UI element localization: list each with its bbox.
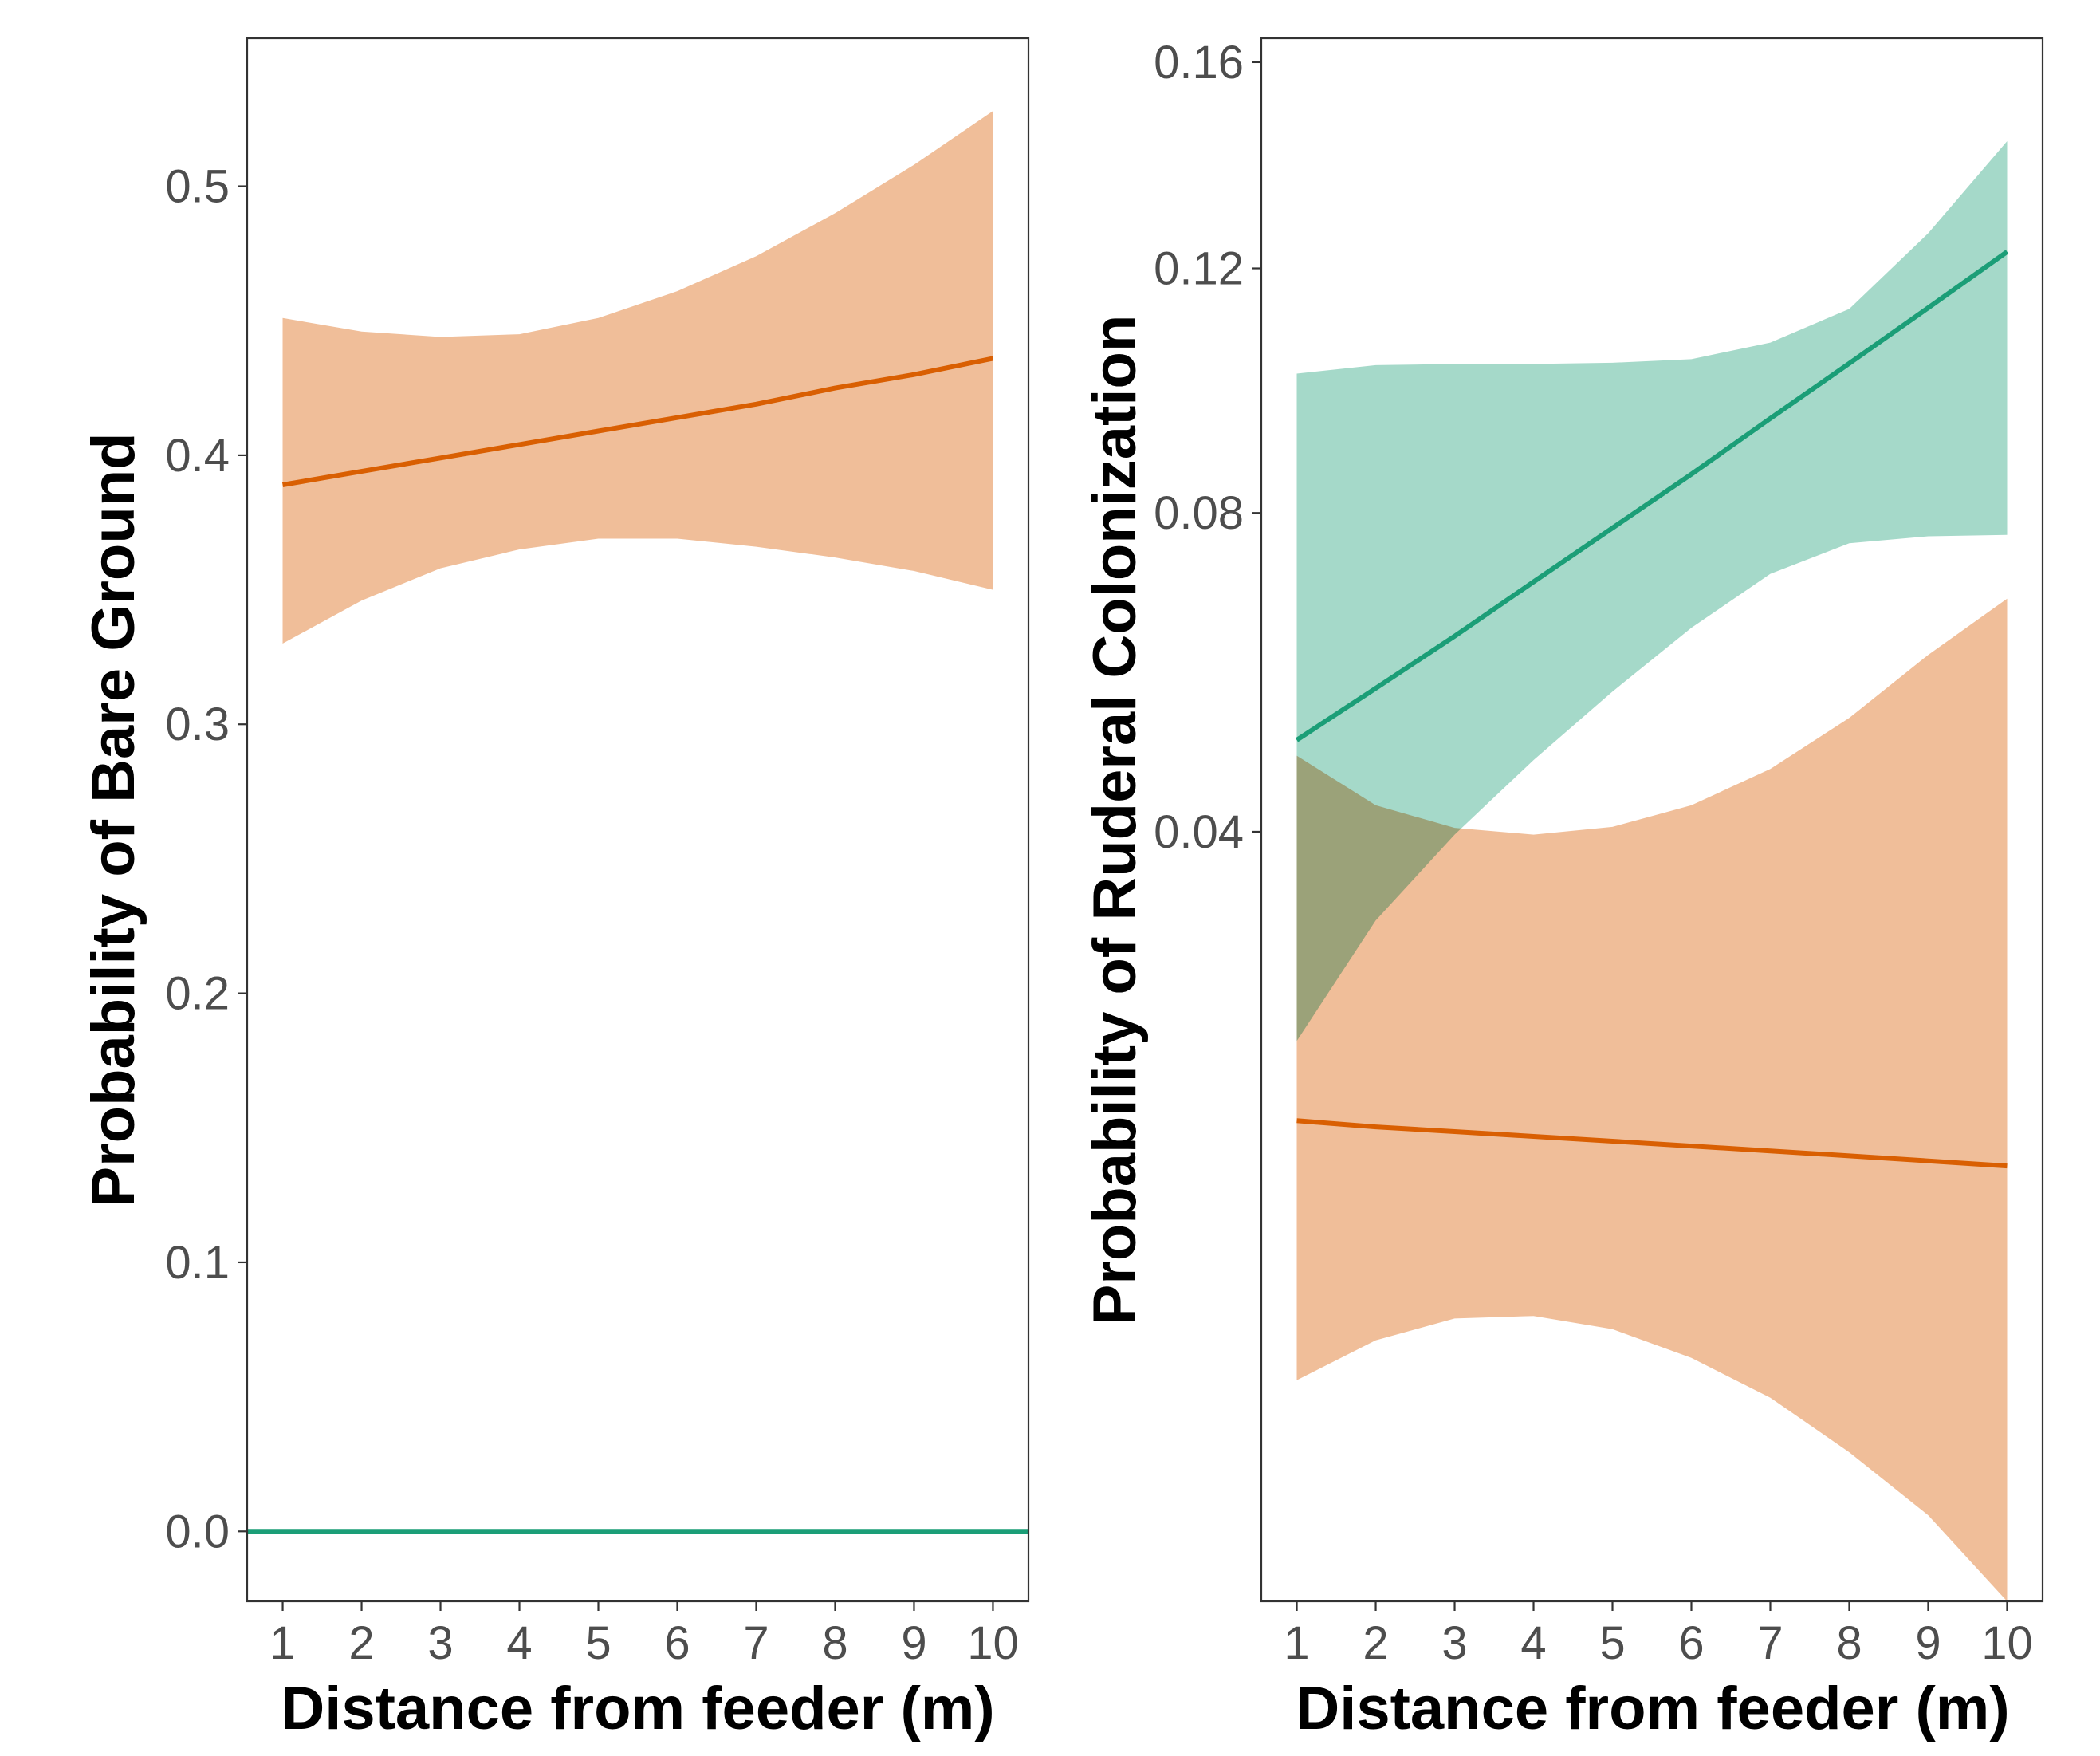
x-tick-label: 7 <box>743 1617 769 1669</box>
x-tick-label: 10 <box>1981 1617 2033 1669</box>
x-tick-label: 5 <box>1599 1617 1625 1669</box>
y-tick-label: 0.16 <box>1154 37 1244 89</box>
fit-line-0 <box>281 356 994 487</box>
y-tick-label: 0.2 <box>165 968 230 1020</box>
x-tick-label: 1 <box>1284 1617 1309 1669</box>
y-axis-title: Probability of Ruderal Colonization <box>1081 315 1149 1325</box>
y-tick-label: 0.3 <box>165 699 230 750</box>
y-tick-label: 0.0 <box>165 1506 230 1557</box>
x-axis: 1 2 3 4 5 6 7 8 9 10 <box>1284 1601 2033 1669</box>
panel-border <box>246 37 1030 1603</box>
y-tick-label: 0.04 <box>1154 806 1244 858</box>
fit-lines <box>1295 250 2009 1169</box>
x-tick-label: 8 <box>822 1617 847 1669</box>
fit-line-1 <box>1296 1118 2008 1169</box>
panel-border <box>1260 37 2044 1603</box>
x-tick-label: 9 <box>901 1617 926 1669</box>
fit-line-0 <box>1295 250 2009 742</box>
fit-lines <box>247 356 1028 1534</box>
x-tick-label: 6 <box>664 1617 690 1669</box>
y-tick-label: 0.08 <box>1154 487 1244 539</box>
x-tick-label: 3 <box>1441 1617 1467 1669</box>
x-tick-label: 10 <box>967 1617 1019 1669</box>
x-tick-label: 2 <box>1363 1617 1388 1669</box>
y-axis: 0.0 0.1 0.2 0.3 0.4 0.5 <box>165 161 247 1557</box>
x-tick-label: 4 <box>506 1617 532 1669</box>
x-axis: 1 2 3 4 5 6 7 8 9 10 <box>269 1601 1019 1669</box>
x-axis-title: Distance from feeder (m) <box>281 1675 994 1742</box>
bare-ground-panel: 0.0 0.1 0.2 0.3 0.4 0.5 1 2 3 4 5 6 7 8 9 10 Probabili… <box>80 37 1030 1742</box>
y-axis: 0.04 0.08 0.12 0.16 <box>1154 37 1261 858</box>
x-tick-label: 1 <box>269 1617 295 1669</box>
x-tick-label: 5 <box>585 1617 611 1669</box>
y-tick-label: 0.12 <box>1154 243 1244 295</box>
x-tick-label: 8 <box>1836 1617 1862 1669</box>
x-tick-label: 3 <box>427 1617 453 1669</box>
confidence-bands <box>1296 141 2008 1602</box>
confidence-bands <box>282 111 993 644</box>
ruderal-colonization-panel: 0.04 0.08 0.12 0.16 1 2 3 4 5 6 7 8 9 10 Probability… <box>1081 37 2044 1742</box>
confidence-band-0 <box>1296 141 2008 1041</box>
confidence-band-1 <box>1296 598 2008 1602</box>
y-axis-title: Probability of Bare Ground <box>80 432 147 1207</box>
x-tick-label: 9 <box>1915 1617 1941 1669</box>
x-tick-label: 2 <box>348 1617 374 1669</box>
x-tick-label: 6 <box>1678 1617 1704 1669</box>
y-tick-label: 0.1 <box>165 1237 230 1289</box>
y-tick-label: 0.4 <box>165 430 230 482</box>
confidence-band-0 <box>282 111 993 644</box>
x-tick-label: 4 <box>1520 1617 1546 1669</box>
y-tick-label: 0.5 <box>165 161 230 213</box>
x-axis-title: Distance from feeder (m) <box>1296 1675 2009 1742</box>
x-tick-label: 7 <box>1757 1617 1783 1669</box>
